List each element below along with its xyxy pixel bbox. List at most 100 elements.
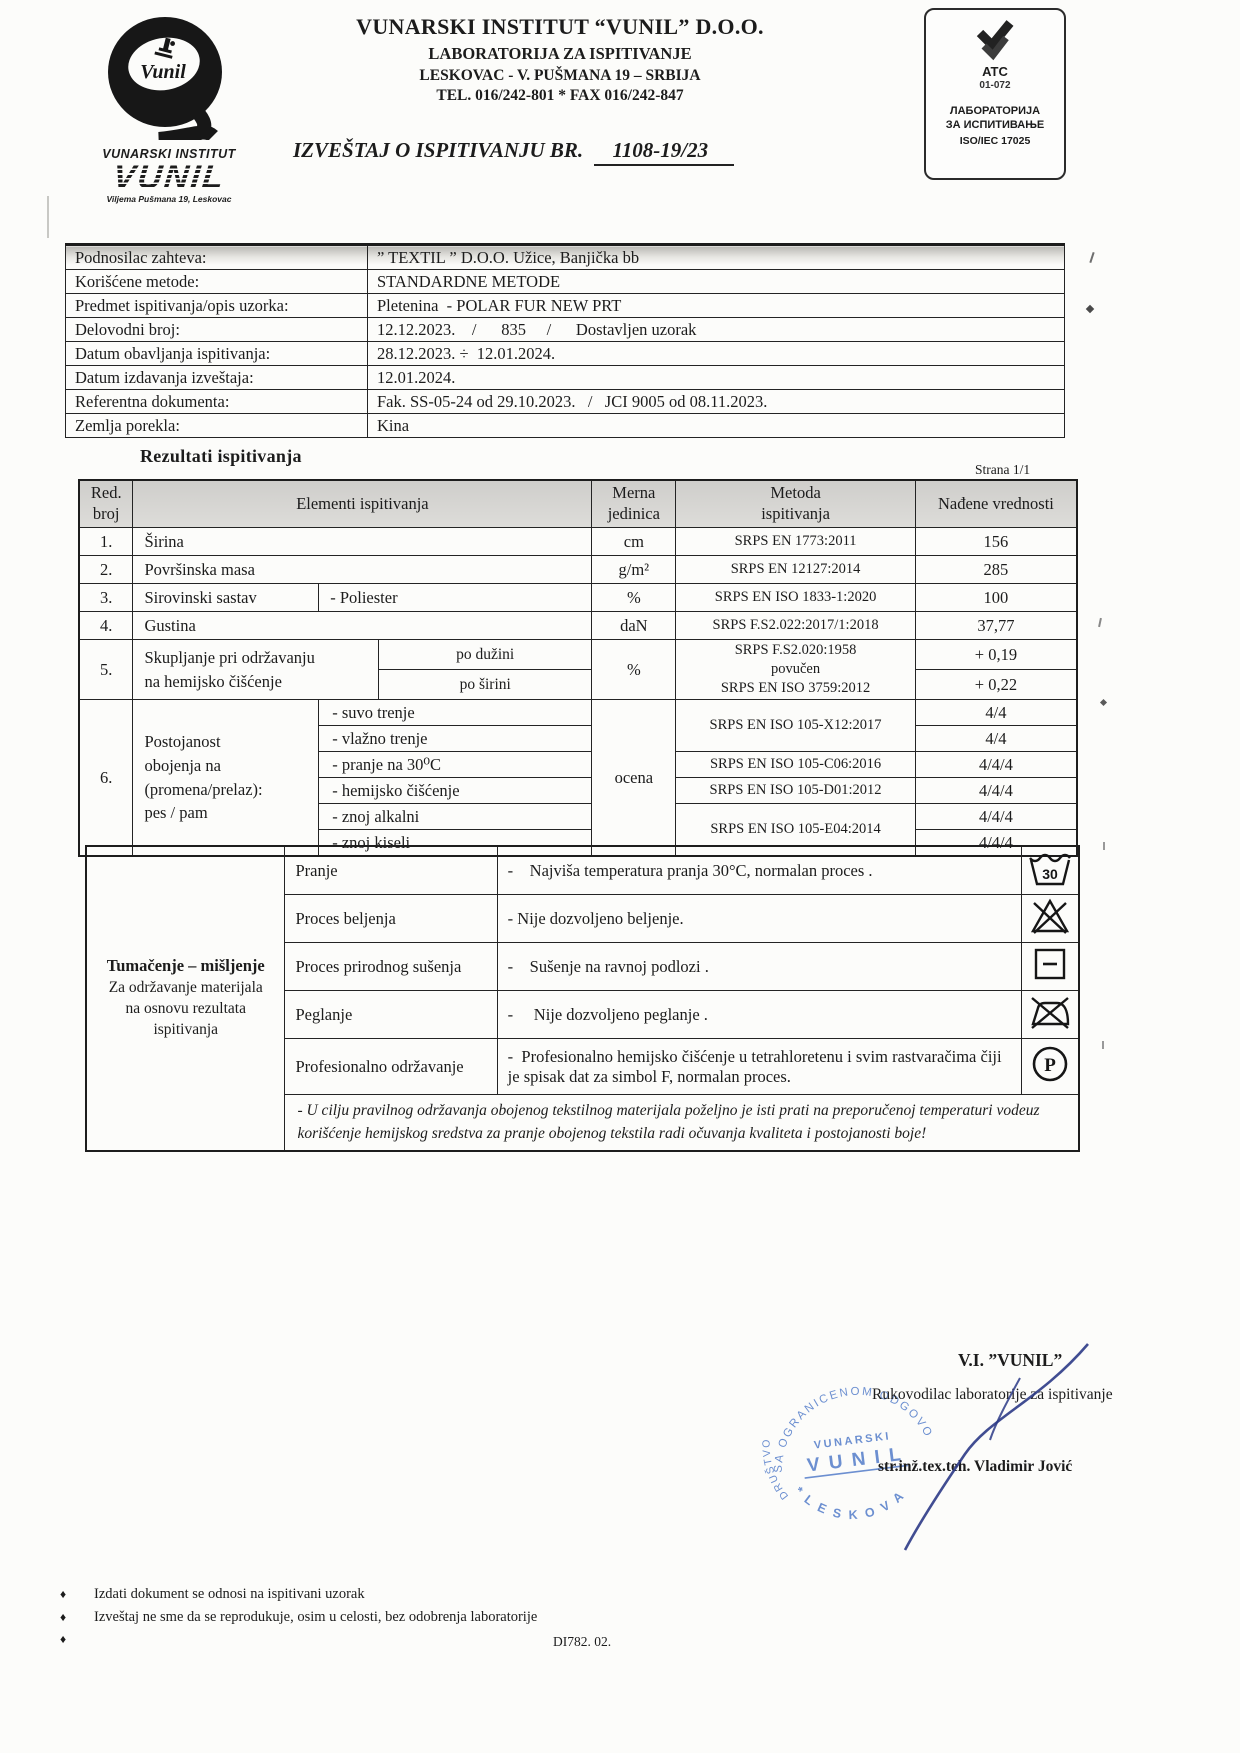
care-symbol-cell <box>1021 942 1080 991</box>
scan-artifact <box>1085 304 1095 314</box>
professional-cleaning-icon: P <box>1032 1046 1068 1082</box>
info-label: Datum obavljanja ispitivanja: <box>65 341 368 366</box>
care-description: - Profesionalno hemijsko čišćenje u tetr… <box>496 1038 1023 1095</box>
info-label: Delovodni broj: <box>65 317 368 342</box>
info-value: 28.12.2023. ÷ 12.01.2024. <box>367 341 1065 366</box>
scan-artifact <box>47 196 49 238</box>
value: 156 <box>914 527 1078 556</box>
care-note: - U cilju pravilnog održavanja obojenog … <box>284 1094 1080 1151</box>
table-row: Delovodni broj: 12.12.2023. / 835 / Dosta… <box>65 317 1065 342</box>
scan-artifact <box>1099 698 1108 707</box>
row-num: 3. <box>78 583 134 612</box>
method: SRPS F.S2.020:1958 povučen SRPS EN ISO 3… <box>675 639 916 700</box>
lab-phone: TEL. 016/242-801 * FAX 016/242-847 <box>436 87 684 104</box>
double-check-icon <box>976 20 1014 61</box>
row-num: 4. <box>78 611 134 640</box>
method: SRPS EN ISO 105-C06:2016 <box>675 751 916 778</box>
table-row: Proces prirodnog sušenja - Sušenje na ra… <box>86 942 1080 991</box>
badge-atc-number: 01-072 <box>979 80 1011 91</box>
care-symbol-cell: P <box>1021 1038 1080 1095</box>
value: 4/4 <box>914 699 1078 726</box>
table-row: Podnosilac zahteva:” TEXTIL ” D.O.O. Uži… <box>65 243 1065 270</box>
signatory-company: V.I. ”VUNIL” <box>958 1350 1063 1370</box>
table-row: 4. Gustina daN SRPS F.S2.022:2017/1:2018… <box>78 611 1078 640</box>
wash-temperature: 30 <box>1042 866 1058 882</box>
value: 4/4/4 <box>914 751 1078 778</box>
care-process: Proces prirodnog sušenja <box>284 942 498 991</box>
care-description: - Nije dozvoljeno peglanje . <box>496 990 1023 1039</box>
care-process: Peglanje <box>284 990 498 1039</box>
letterhead: VUNARSKI INSTITUT “VUNIL” D.O.O. LABORAT… <box>280 14 840 105</box>
col-header-unit: Merna jedinica <box>591 479 677 528</box>
logo-q-word: Vunil <box>140 61 186 83</box>
unit: % <box>591 583 677 612</box>
company-name: VUNARSKI INSTITUT “VUNIL” D.O.O. <box>356 14 764 39</box>
report-number: 1108-19/23 <box>594 138 735 166</box>
badge-iso-label: ISO/IEC 17025 <box>959 134 1031 147</box>
dry-flat-icon <box>1034 948 1066 980</box>
table-row: Peglanje - Nije dozvoljeno peglanje . <box>86 990 1080 1039</box>
diamond-bullet-icon: ♦ <box>60 1610 67 1625</box>
signatory-name: str.inž.tex.teh. Vladimir Jović <box>878 1458 1073 1475</box>
care-symbol-cell: 30 <box>1021 845 1080 895</box>
col-header-elements: Elementi ispitivanja <box>132 479 593 528</box>
element-label: Postojanost obojenja na (promena/prelaz)… <box>132 699 320 857</box>
info-label: Predmet ispitivanja/opis uzorka: <box>65 293 368 318</box>
value: + 0,22 <box>914 669 1078 700</box>
row-num: 5. <box>78 639 134 700</box>
document-code: DI782. 02. <box>553 1634 612 1649</box>
table-row: 5. Skupljanje pri održavanju na hemijsko… <box>78 639 1078 700</box>
element-sublabel: - vlažno trenje <box>318 725 593 752</box>
request-info-table: Podnosilac zahteva:” TEXTIL ” D.O.O. Uži… <box>65 243 1065 438</box>
page-indicator: Strana 1/1 <box>975 462 1031 477</box>
element-label: Skupljanje pri održavanju na hemijsko či… <box>132 639 379 700</box>
table-row: - hemijsko čišćenje SRPS EN ISO 105-D01:… <box>79 777 1078 804</box>
list-item: ♦ <box>60 1630 760 1649</box>
table-row: Referentna dokumenta: Fak. SS-05-24 od 29… <box>65 389 1065 414</box>
table-row: 3. Sirovinski sastav - Poliester % SRPS … <box>78 583 1078 612</box>
method: SRPS EN ISO 1833-1:2020 <box>675 583 916 612</box>
value: 4/4/4 <box>914 803 1078 830</box>
table-row: Proces beljenja - Nije dozvoljeno beljen… <box>86 894 1080 943</box>
info-label: Korišćene metode: <box>65 269 368 294</box>
vunil-wordmark: VUNIL <box>111 158 228 196</box>
element-label: Sirovinski sastav <box>132 583 320 612</box>
report-title-label: IZVEŠTAJ O ISPITIVANJU BR. <box>293 138 584 162</box>
element-sublabel: po dužini <box>377 639 593 670</box>
footer-note-text: Izdati dokument se odnosi na ispitivani … <box>94 1586 365 1602</box>
report-title-line: IZVEŠTAJ O ISPITIVANJU BR. 1108-19/23 <box>293 138 953 166</box>
scan-artifact <box>1098 617 1102 628</box>
table-row: Datum izdavanja izveštaja: 12.01.2024. <box>65 365 1065 390</box>
element-label: Širina <box>132 527 593 556</box>
info-value: Kina <box>367 413 1065 438</box>
professional-symbol-letter: P <box>1044 1055 1056 1076</box>
vunil-logo-block: Vunil VUNARSKI INSTITUT VUNIL Viljema Pu… <box>84 12 254 204</box>
table-row: po širini + 0,22 <box>79 669 1078 700</box>
info-value: Fak. SS-05-24 od 29.10.2023. / JCI 9005 … <box>367 389 1065 414</box>
badge-lab-line2: ЗА ИСПИТИВАЊЕ <box>945 118 1045 131</box>
company-stamp: SA OGRANICENOM ODGOVO DRUŠTVO VUNARSKI V… <box>759 1376 937 1529</box>
value: 4/4 <box>914 725 1078 752</box>
value: 37,77 <box>914 611 1078 640</box>
care-title: Tumačenje – mišljenje <box>106 955 265 975</box>
value: + 0,19 <box>914 639 1078 670</box>
info-label: Podnosilac zahteva: <box>65 243 368 270</box>
value: 100 <box>914 583 1078 612</box>
table-row: 6. Postojanost obojenja na (promena/prel… <box>78 699 1078 857</box>
results-header-row: Red. broj Elementi ispitivanja Merna jed… <box>78 479 1078 528</box>
element-sublabel: - suvo trenje <box>318 699 593 726</box>
element-label: Površinska masa <box>132 555 593 584</box>
row-num: 1. <box>78 527 134 556</box>
scan-artifact <box>1103 842 1105 850</box>
unit: daN <box>591 611 677 640</box>
info-value: 12.01.2024. <box>367 365 1065 390</box>
care-description: - Najviša temperatura pranja 30°C, norma… <box>496 845 1023 895</box>
lab-name: LABORATORIJA ZA ISPITIVANJE <box>428 44 692 63</box>
row-num: 6. <box>78 699 134 857</box>
info-label: Referentna dokumenta: <box>65 389 368 414</box>
method: SRPS EN 12127:2014 <box>675 555 916 584</box>
info-value: ” TEXTIL ” D.O.O. Užice, Banjička bb <box>367 243 1065 270</box>
info-value: STANDARDNE METODE <box>367 269 1065 294</box>
method: SRPS F.S2.022:2017/1:2018 <box>675 611 916 640</box>
